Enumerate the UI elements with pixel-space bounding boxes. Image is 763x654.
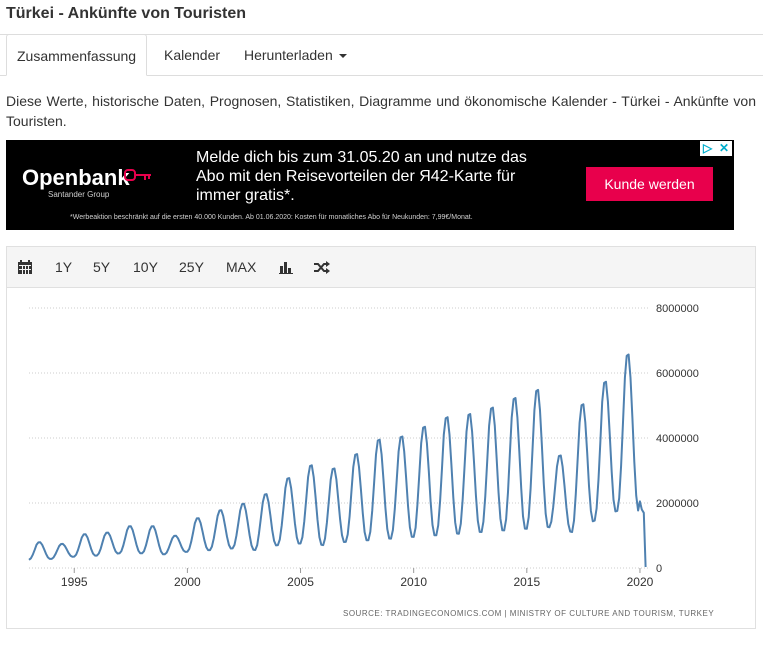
range-5y-button[interactable]: 5Y <box>93 259 111 275</box>
x-axis-ticks: 1995 2000 2005 2010 2015 2020 <box>61 568 654 589</box>
x-tick-label: 2005 <box>287 575 314 589</box>
page-description: Diese Werte, historische Daten, Prognose… <box>6 93 756 129</box>
shuffle-icon[interactable] <box>314 261 330 274</box>
series-line <box>28 353 647 568</box>
ad-brand-logo: Openbank <box>22 165 130 190</box>
tab-calendar[interactable]: Kalender <box>164 47 221 63</box>
ad-headline: Melde dich bis zum 31.05.20 an und nutze… <box>196 149 527 204</box>
chart-panel: 1Y 5Y 10Y 25Y MAX 0 2000000 4000000 6000000… <box>6 246 756 629</box>
source-note: SOURCE: TRADINGECONOMICS.COM | MINISTRY … <box>343 609 715 618</box>
close-icon[interactable]: ✕ <box>719 141 730 155</box>
page-title: Türkei - Ankünfte von Touristen <box>6 5 247 22</box>
range-1y-button[interactable]: 1Y <box>55 259 73 275</box>
ad-cta-button[interactable]: Kunde werden <box>586 167 713 201</box>
ad-brand-subtitle: Santander Group <box>48 190 110 199</box>
chevron-down-icon <box>338 54 347 59</box>
range-max-button[interactable]: MAX <box>226 259 257 275</box>
bar-chart-icon[interactable] <box>279 261 293 274</box>
y-tick-label: 6000000 <box>656 368 699 380</box>
tab-download-label: Herunterladen <box>244 47 333 63</box>
x-tick-label: 2020 <box>627 575 654 589</box>
y-axis-ticks: 0 2000000 4000000 6000000 8000000 <box>656 303 699 575</box>
y-tick-label: 2000000 <box>656 498 699 510</box>
y-tick-label: 0 <box>656 563 662 575</box>
tab-summary[interactable]: Zusammenfassung <box>6 34 148 76</box>
chart-toolbar: 1Y 5Y 10Y 25Y MAX <box>7 247 755 288</box>
range-10y-button[interactable]: 10Y <box>133 259 158 275</box>
ad-banner[interactable]: Openbank Santander Group Melde dich bis … <box>6 140 734 230</box>
grid-lines <box>29 307 649 569</box>
ad-disclaimer: *Werbeaktion beschränkt auf die ersten 4… <box>70 214 473 221</box>
x-tick-label: 2000 <box>174 575 201 589</box>
x-tick-label: 1995 <box>61 575 88 589</box>
ad-choices-icon: ▷ <box>703 141 713 155</box>
y-tick-label: 8000000 <box>656 303 699 315</box>
x-tick-label: 2015 <box>513 575 540 589</box>
tab-download[interactable]: Herunterladen <box>234 35 357 76</box>
range-25y-button[interactable]: 25Y <box>179 259 204 275</box>
ad-choices-badge[interactable]: ▷ ✕ <box>700 141 732 156</box>
chart-canvas: 0 2000000 4000000 6000000 8000000 1995 2000 20… <box>28 303 699 589</box>
tab-bar: Zusammenfassung Kalender Herunterladen <box>0 34 763 76</box>
key-icon <box>124 169 151 181</box>
calendar-icon[interactable] <box>18 260 32 274</box>
x-tick-label: 2010 <box>400 575 427 589</box>
y-tick-label: 4000000 <box>656 433 699 445</box>
